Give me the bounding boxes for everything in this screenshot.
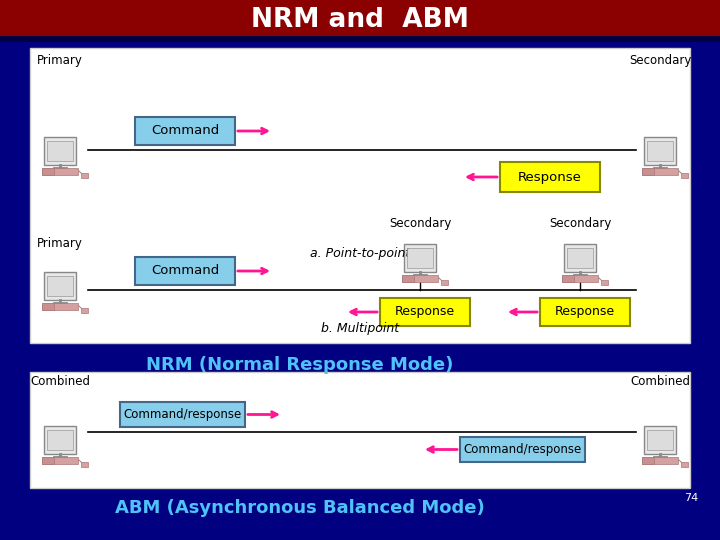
Text: Command: Command xyxy=(151,265,219,278)
Bar xyxy=(564,244,596,272)
Bar xyxy=(407,248,433,268)
Bar xyxy=(30,372,690,488)
Text: NRM (Normal Response Mode): NRM (Normal Response Mode) xyxy=(146,356,454,374)
Bar xyxy=(81,308,88,313)
Text: ABM (Asynchronous Balanced Mode): ABM (Asynchronous Balanced Mode) xyxy=(115,499,485,517)
Text: Command/response: Command/response xyxy=(464,443,582,456)
Bar xyxy=(402,275,414,282)
Text: Command: Command xyxy=(151,125,219,138)
Text: NRM and  ABM: NRM and ABM xyxy=(251,7,469,33)
Bar xyxy=(380,298,470,326)
Bar xyxy=(441,280,448,285)
Bar xyxy=(44,137,76,165)
Bar xyxy=(460,437,585,462)
Text: b. Multipoint: b. Multipoint xyxy=(321,322,399,335)
Bar xyxy=(81,462,88,467)
Bar xyxy=(562,275,574,282)
Bar xyxy=(135,117,235,145)
Bar xyxy=(47,430,73,450)
Bar xyxy=(681,173,688,178)
Text: Combined: Combined xyxy=(630,375,690,388)
Bar xyxy=(647,141,673,161)
Text: Response: Response xyxy=(555,306,615,319)
Bar xyxy=(42,457,78,464)
Text: Secondary: Secondary xyxy=(389,217,451,230)
Bar xyxy=(644,426,676,454)
Bar xyxy=(567,248,593,268)
Bar xyxy=(647,430,673,450)
Text: Combined: Combined xyxy=(30,375,90,388)
Bar xyxy=(120,402,245,427)
Bar xyxy=(47,141,73,161)
Bar xyxy=(42,303,54,310)
Text: Primary: Primary xyxy=(37,54,83,67)
Text: Primary: Primary xyxy=(37,237,83,250)
Bar xyxy=(42,303,78,310)
Text: Command/response: Command/response xyxy=(123,408,242,421)
Bar xyxy=(0,36,720,42)
Bar xyxy=(540,298,630,326)
Bar xyxy=(42,457,54,464)
Bar xyxy=(81,173,88,178)
Text: 74: 74 xyxy=(684,493,698,503)
Text: a. Point-to-point: a. Point-to-point xyxy=(310,246,410,260)
Text: Response: Response xyxy=(518,171,582,184)
Bar xyxy=(42,168,54,175)
Bar xyxy=(642,168,678,175)
Bar xyxy=(47,276,73,296)
Bar xyxy=(642,457,678,464)
Bar xyxy=(44,426,76,454)
Bar xyxy=(642,457,654,464)
Bar xyxy=(135,257,235,285)
Bar xyxy=(30,48,690,343)
Bar xyxy=(402,275,438,282)
Bar xyxy=(44,272,76,300)
Bar xyxy=(681,462,688,467)
Bar xyxy=(404,244,436,272)
Text: Response: Response xyxy=(395,306,455,319)
Bar xyxy=(0,0,720,40)
Bar xyxy=(500,162,600,192)
Bar xyxy=(601,280,608,285)
Text: Secondary: Secondary xyxy=(549,217,611,230)
Bar xyxy=(644,137,676,165)
Bar xyxy=(42,168,78,175)
Bar xyxy=(642,168,654,175)
Text: Secondary: Secondary xyxy=(629,54,691,67)
Bar xyxy=(562,275,598,282)
